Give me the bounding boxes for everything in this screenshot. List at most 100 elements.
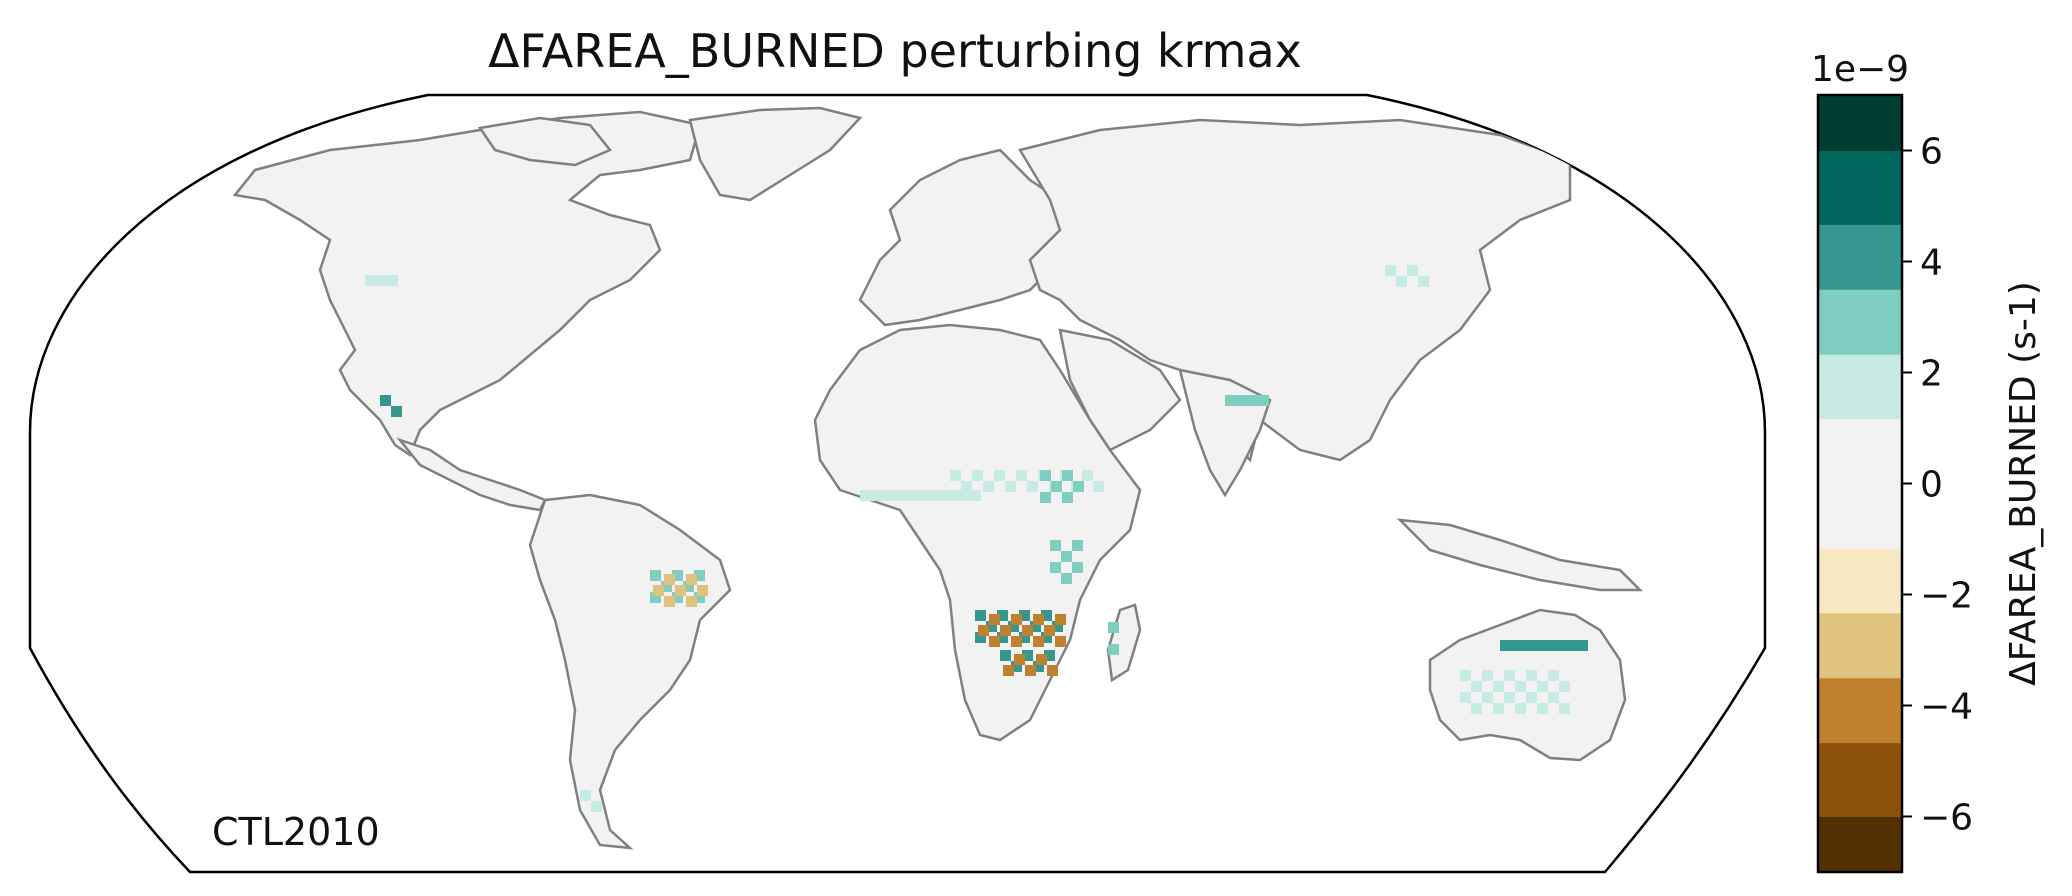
anomaly-cell: [1225, 395, 1236, 406]
anomaly-cell: [1515, 681, 1526, 692]
anomaly-cell: [871, 490, 882, 501]
colorbar: −6 −4 −2 0 2 4 6 1e−9 ΔFAREA_BURNED (s-1): [1811, 49, 2044, 874]
anomaly-cell: [1072, 540, 1083, 551]
anomaly-cell: [1108, 622, 1119, 633]
anomaly-cell: [1108, 644, 1119, 655]
anomaly-cell: [1011, 636, 1022, 647]
colorbar-tick-label: −6: [1920, 798, 1973, 839]
anomaly-cell: [950, 470, 961, 481]
anomaly-cell: [1000, 625, 1011, 636]
anomaly-cell: [686, 596, 697, 607]
anomaly-cell: [978, 625, 989, 636]
anomaly-cell: [1036, 654, 1047, 665]
anomaly-cell: [661, 581, 672, 592]
anomaly-cell: [1533, 640, 1544, 651]
anomaly-cell: [694, 570, 705, 581]
anomaly-cell: [975, 610, 986, 621]
anomaly-cells: [365, 265, 1588, 812]
colorbar-tick-label: 6: [1920, 132, 1943, 173]
anomaly-cell: [937, 490, 948, 501]
anomaly-cell: [1247, 395, 1258, 406]
anomaly-cell: [1022, 650, 1033, 661]
anomaly-cell: [1061, 551, 1072, 562]
anomaly-cell: [580, 790, 591, 801]
anomaly-cell: [1504, 670, 1515, 681]
anomaly-cell: [1008, 621, 1019, 632]
anomaly-cell: [915, 490, 926, 501]
anomaly-cell: [1544, 640, 1555, 651]
anomaly-cell: [1500, 640, 1511, 651]
colorbar-tick-label: −4: [1920, 687, 1973, 728]
anomaly-cell: [1577, 640, 1588, 651]
colorbar-segment: [1818, 354, 1902, 420]
anomaly-cell: [882, 490, 893, 501]
anomaly-cell: [1093, 481, 1104, 492]
anomaly-cell: [1407, 265, 1418, 276]
anomaly-cell: [1396, 276, 1407, 287]
colorbar-segment: [1818, 548, 1902, 614]
anomaly-cell: [1050, 562, 1061, 573]
colorbar-segment: [1818, 150, 1902, 225]
anomaly-cell: [1033, 614, 1044, 625]
anomaly-cell: [1471, 681, 1482, 692]
anomaly-cell: [675, 585, 686, 596]
anomaly-cell: [694, 592, 705, 603]
anomaly-cell: [997, 610, 1008, 621]
anomaly-cell: [1014, 654, 1025, 665]
anomaly-cell: [1033, 661, 1044, 672]
colorbar-segment: [1818, 289, 1902, 355]
anomaly-cell: [1041, 610, 1052, 621]
anomaly-cell: [1548, 692, 1559, 703]
anomaly-cell: [1044, 650, 1055, 661]
anomaly-cell: [650, 592, 661, 603]
anomaly-cell: [994, 470, 1005, 481]
anomaly-cell: [961, 481, 972, 492]
colorbar-tick-label: 0: [1920, 465, 1943, 506]
colorbar-segment: [1818, 612, 1902, 679]
anomaly-cell: [970, 490, 981, 501]
anomaly-cell: [1526, 692, 1537, 703]
anomaly-cell: [1019, 610, 1030, 621]
colorbar-segment: [1818, 418, 1902, 549]
anomaly-cell: [653, 585, 664, 596]
anomaly-cell: [1055, 636, 1066, 647]
anomaly-cell: [1019, 632, 1030, 643]
anomaly-cell: [1011, 661, 1022, 672]
anomaly-cell: [1537, 703, 1548, 714]
anomaly-cell: [893, 490, 904, 501]
anomaly-cell: [1011, 614, 1022, 625]
greenland-landmass: [688, 106, 863, 202]
anomaly-cell: [1385, 265, 1396, 276]
anomaly-cell: [1236, 395, 1247, 406]
anomaly-cell: [926, 490, 937, 501]
anomaly-cell: [1460, 670, 1471, 681]
run-label: CTL2010: [212, 810, 380, 854]
anomaly-cell: [1073, 481, 1084, 492]
anomaly-cell: [672, 592, 683, 603]
anomaly-cell: [1511, 640, 1522, 651]
asia-landmass: [1018, 118, 1572, 463]
anomaly-cell: [380, 395, 391, 406]
anomaly-cell: [1033, 636, 1044, 647]
colorbar-axis-label: ΔFAREA_BURNED (s-1): [2003, 281, 2044, 686]
colorbar-segment: [1818, 677, 1902, 744]
anomaly-cell: [1044, 625, 1055, 636]
anomaly-cell: [1515, 703, 1526, 714]
anomaly-cell: [997, 632, 1008, 643]
anomaly-cell: [1471, 703, 1482, 714]
anomaly-cell: [1482, 670, 1493, 681]
anomaly-cell: [989, 614, 1000, 625]
south-america-landmass: [528, 493, 732, 850]
anomaly-cell: [986, 621, 997, 632]
anomaly-cell: [1051, 481, 1062, 492]
anomaly-cell: [1016, 470, 1027, 481]
anomaly-cell: [1526, 670, 1537, 681]
anomaly-cell: [1493, 681, 1504, 692]
colorbar-segment: [1818, 224, 1902, 290]
anomaly-cell: [1005, 481, 1016, 492]
colorbar-segment: [1818, 816, 1902, 873]
anomaly-cell: [697, 585, 708, 596]
colorbar-tick-label: 4: [1920, 243, 1943, 284]
anomaly-cell: [959, 490, 970, 501]
anomaly-cell: [1559, 703, 1570, 714]
